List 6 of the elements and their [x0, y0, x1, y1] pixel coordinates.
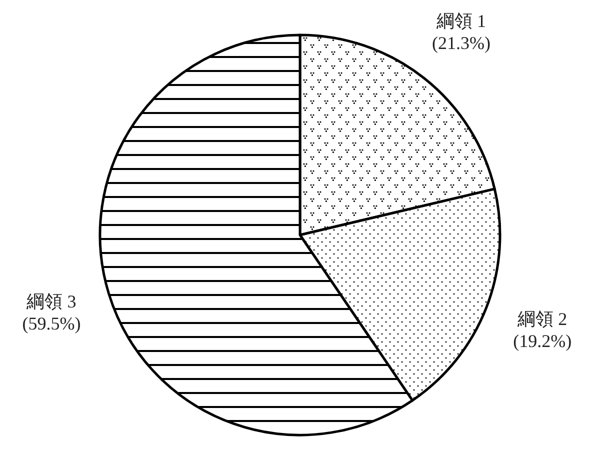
slice-label: 綱領 2	[516, 309, 568, 330]
data-label: (19.2%)	[513, 331, 572, 352]
slice-label: 綱領 1	[436, 11, 486, 32]
data-label: (21.3%)	[432, 33, 491, 54]
slice-label: 綱領 3	[26, 291, 76, 312]
data-label: (59.5%)	[22, 313, 81, 334]
